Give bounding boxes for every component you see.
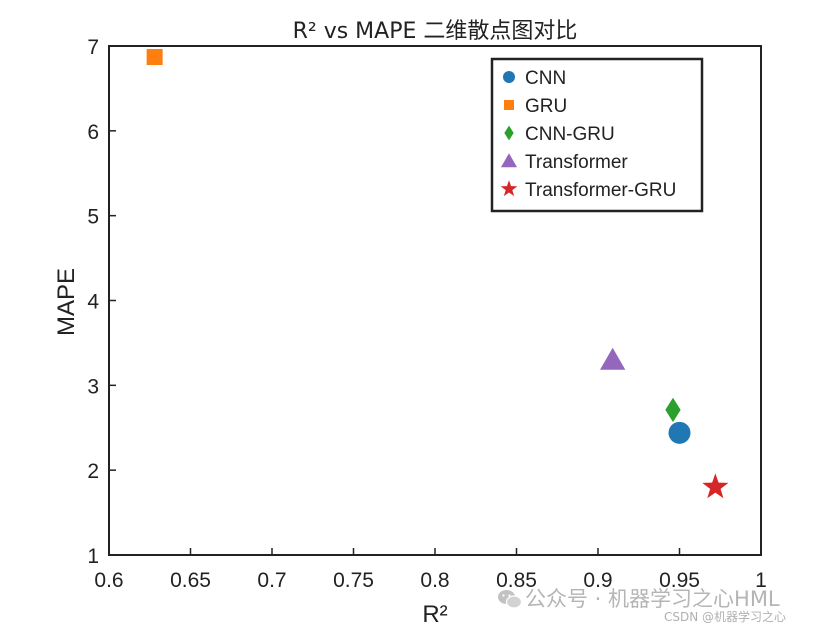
legend-marker	[500, 153, 518, 168]
x-tick-label: 0.7	[257, 569, 286, 592]
legend-label: CNN	[525, 68, 566, 89]
legend-label: Transformer-GRU	[525, 180, 676, 201]
wechat-icon	[498, 590, 523, 609]
legend: CNN GRU CNN-GRU Transformer Transformer-GRU	[490, 57, 704, 213]
data-points	[146, 49, 729, 499]
legend-marker	[503, 71, 515, 83]
x-axis: 0.6 0.65 0.7 0.75 0.8 0.85 0.9 0.95 1	[94, 548, 767, 592]
legend-marker	[500, 180, 518, 197]
point-cnn	[668, 421, 691, 444]
x-tick-label: 0.8	[420, 569, 449, 592]
y-tick-label: 7	[87, 36, 99, 59]
csdn-watermark: CSDN @机器学习之心	[664, 610, 787, 624]
legend-label: Transformer	[525, 152, 628, 173]
y-tick-label: 2	[87, 460, 99, 483]
x-tick-label: 0.85	[496, 569, 537, 592]
chart-title: R² vs MAPE 二维散点图对比	[293, 19, 578, 44]
x-axis-label: R²	[422, 601, 447, 628]
legend-marker	[504, 125, 514, 141]
y-tick-label: 5	[87, 206, 99, 229]
legend-label: CNN-GRU	[525, 124, 615, 145]
x-tick-label: 0.75	[333, 569, 374, 592]
point-transformer	[600, 347, 626, 370]
y-tick-label: 3	[87, 375, 99, 398]
point-transformer-gru	[702, 473, 729, 499]
y-axis: 1 2 3 4 5 6 7	[87, 36, 116, 568]
y-tick-label: 6	[87, 121, 99, 144]
y-tick-label: 4	[87, 291, 99, 314]
legend-box	[490, 57, 704, 213]
point-cnn-gru	[665, 397, 681, 423]
y-tick-label: 1	[87, 545, 99, 568]
watermark-text: 公众号 · 机器学习之心HML	[525, 587, 780, 611]
x-tick-label: 0.6	[94, 569, 123, 592]
x-tick-label: 0.95	[659, 569, 700, 592]
y-axis-label: MAPE	[53, 268, 80, 336]
x-tick-label: 0.9	[583, 569, 612, 592]
x-tick-label: 1	[755, 569, 767, 592]
legend-marker	[504, 100, 514, 110]
point-gru	[146, 49, 163, 66]
x-tick-label: 0.65	[170, 569, 211, 592]
legend-label: GRU	[525, 96, 567, 117]
